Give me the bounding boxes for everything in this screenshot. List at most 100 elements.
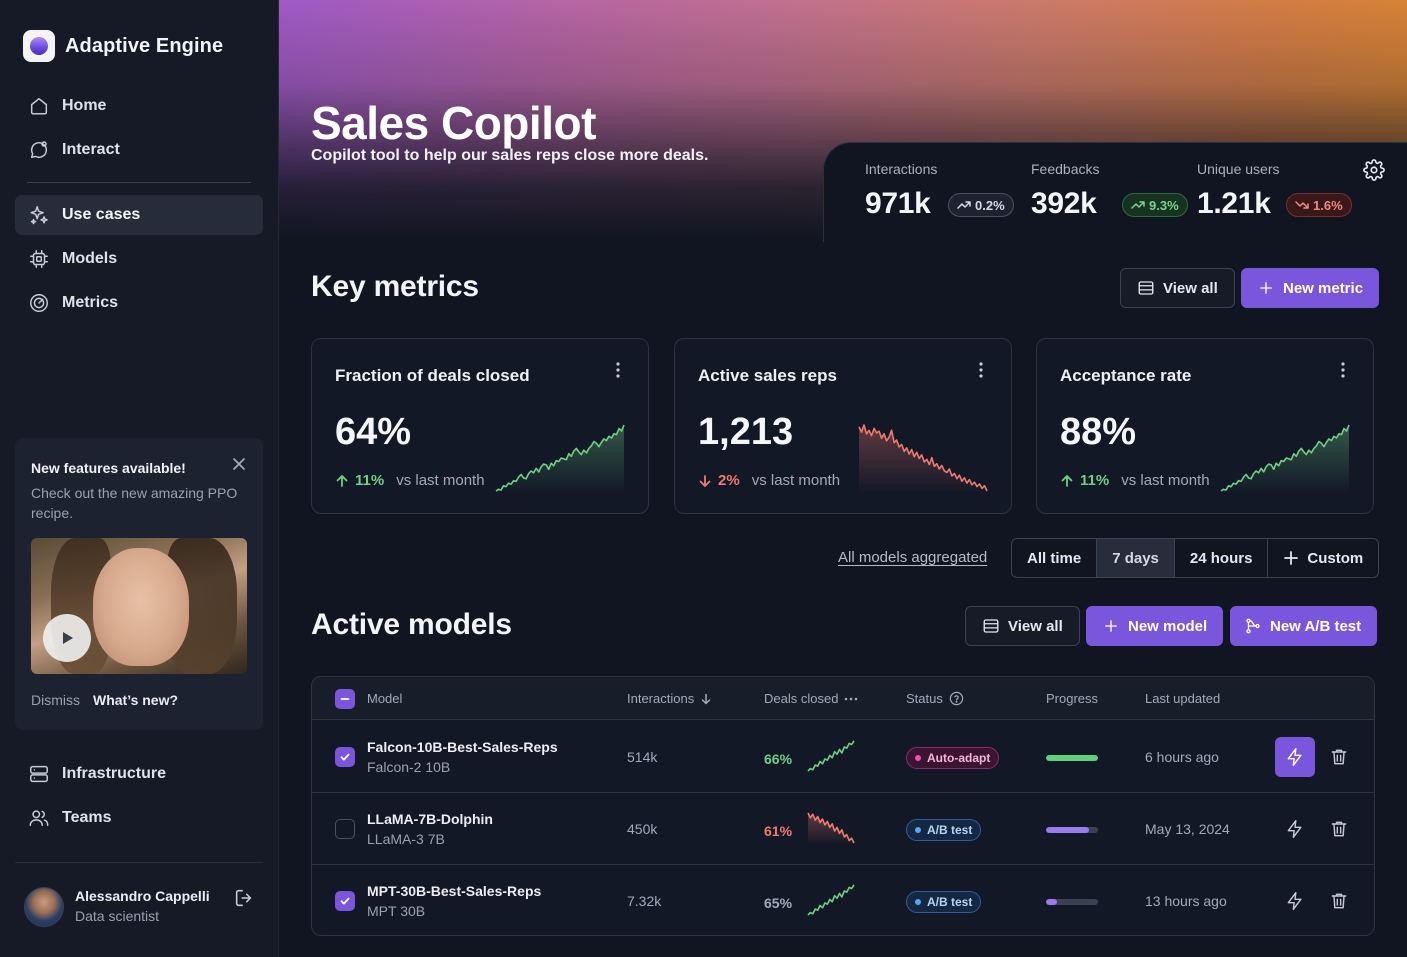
adapt-button[interactable]	[1275, 881, 1315, 921]
model-deals-closed: 61%	[764, 823, 793, 839]
sidebar-item-models[interactable]: Models	[15, 239, 263, 279]
sparkline-line	[807, 740, 855, 772]
metric-card[interactable]: Acceptance rate 88% 11% vs last month	[1036, 338, 1374, 514]
model-name[interactable]: Falcon-10B-Best-Sales-Reps	[367, 739, 558, 755]
delete-button[interactable]	[1329, 819, 1349, 839]
column-deals-closed[interactable]: Deals closed	[764, 691, 858, 706]
arrow-up-icon	[336, 474, 348, 487]
table-row[interactable]: LLaMA-7B-Dolphin LLaMA-3 7B 450k 61% A/B…	[312, 793, 1374, 865]
table-row[interactable]: MPT-30B-Best-Sales-Reps MPT 30B 7.32k 65…	[312, 865, 1374, 935]
cpu-chip-icon	[30, 250, 48, 268]
sparkline-line	[495, 424, 625, 492]
plus-icon	[1105, 620, 1117, 632]
new-model-button[interactable]: New model	[1086, 606, 1224, 646]
page-title: Sales Copilot	[311, 97, 596, 149]
adapt-button[interactable]	[1275, 737, 1315, 777]
trend-up-icon	[957, 201, 971, 209]
select-all-checkbox[interactable]	[335, 689, 355, 709]
stat-interactions-label: Interactions	[865, 161, 938, 177]
metric-card-title: Fraction of deals closed	[335, 366, 530, 385]
lightning-icon	[1287, 819, 1302, 839]
range-7-days[interactable]: 7 days	[1097, 539, 1175, 577]
trend-down-icon	[1295, 201, 1309, 209]
more-horizontal-icon[interactable]	[844, 696, 858, 702]
model-base: LLaMA-3 7B	[367, 831, 445, 847]
metric-card-delta: 2% vs last month	[698, 472, 840, 489]
close-icon[interactable]	[231, 456, 247, 472]
progress-bar	[1046, 827, 1098, 833]
view-all-models-button[interactable]: View all	[965, 606, 1080, 646]
help-circle-icon[interactable]	[949, 691, 964, 706]
play-icon	[63, 632, 73, 644]
progress-bar	[1046, 899, 1098, 905]
metric-card-value: 64%	[335, 411, 412, 453]
table-row[interactable]: Falcon-10B-Best-Sales-Reps Falcon-2 10B …	[312, 721, 1374, 793]
metric-card[interactable]: Active sales reps 1,213 2% vs last month	[674, 338, 1012, 514]
user-name: Alessandro Cappelli	[75, 888, 210, 904]
announcement-title: New features available!	[31, 460, 186, 476]
column-progress[interactable]: Progress	[1046, 691, 1099, 706]
status-badge: A/B test	[906, 819, 982, 841]
column-interactions[interactable]: Interactions	[627, 691, 712, 706]
user-role: Data scientist	[75, 908, 160, 924]
sparkline-area	[808, 813, 854, 845]
sidebar-item-teams[interactable]: Teams	[15, 798, 263, 838]
avatar	[24, 887, 64, 927]
sidebar-item-use-cases[interactable]: Use cases	[15, 195, 263, 235]
adapt-button[interactable]	[1275, 809, 1315, 849]
delete-button[interactable]	[1329, 747, 1349, 767]
model-name[interactable]: LLaMA-7B-Dolphin	[367, 811, 493, 827]
delete-button[interactable]	[1329, 891, 1349, 911]
whats-new-link[interactable]: What’s new?	[93, 692, 179, 708]
stat-feedbacks-label: Feedbacks	[1031, 161, 1100, 177]
trash-icon	[1331, 893, 1347, 909]
table-header: Model Interactions Deals closed Status P…	[312, 677, 1374, 720]
video-thumbnail[interactable]	[31, 538, 247, 674]
metric-card-title: Active sales reps	[698, 366, 837, 385]
more-vertical-icon[interactable]	[973, 361, 989, 379]
metric-card[interactable]: Fraction of deals closed 64% 11% vs last…	[311, 338, 649, 514]
deals-sparkline	[807, 884, 855, 916]
sidebar-item-label: Models	[62, 250, 118, 267]
row-checkbox[interactable]	[335, 819, 355, 839]
row-checkbox[interactable]	[335, 747, 355, 767]
model-name[interactable]: MPT-30B-Best-Sales-Reps	[367, 883, 542, 899]
new-ab-test-button[interactable]: New A/B test	[1230, 606, 1378, 646]
range-custom[interactable]: Custom	[1268, 539, 1378, 577]
more-vertical-icon[interactable]	[610, 361, 626, 379]
status-badge: Auto-adapt	[906, 747, 1000, 769]
more-vertical-icon[interactable]	[1335, 361, 1351, 379]
stat-unique-users-delta: 1.6%	[1286, 193, 1352, 217]
model-deals-closed: 66%	[764, 751, 793, 767]
row-checkbox[interactable]	[335, 891, 355, 911]
metric-card-title: Acceptance rate	[1060, 366, 1192, 385]
new-metric-button[interactable]: New metric	[1241, 268, 1380, 308]
column-model[interactable]: Model	[367, 691, 403, 706]
column-last-updated[interactable]: Last updated	[1145, 691, 1221, 706]
sidebar: Adaptive Engine Home Interact Use cases …	[0, 0, 279, 957]
metric-card-delta: 11% vs last month	[1060, 472, 1210, 489]
sidebar-item-home[interactable]: Home	[15, 86, 263, 126]
logout-icon[interactable]	[233, 887, 255, 909]
user-profile[interactable]: Alessandro Cappelli Data scientist	[15, 862, 263, 957]
play-button[interactable]	[43, 614, 91, 662]
column-status[interactable]: Status	[906, 691, 964, 706]
range-24-hours[interactable]: 24 hours	[1175, 539, 1269, 577]
dismiss-button[interactable]: Dismiss	[31, 692, 80, 708]
brand[interactable]: Adaptive Engine	[23, 30, 223, 62]
range-all-time[interactable]: All time	[1012, 539, 1098, 577]
sidebar-item-label: Use cases	[62, 206, 141, 223]
metric-card-delta: 11% vs last month	[335, 472, 485, 489]
feature-announcement: New features available! Check out the ne…	[15, 438, 263, 730]
all-models-aggregated-link[interactable]: All models aggregated	[838, 549, 988, 566]
sidebar-item-metrics[interactable]: Metrics	[15, 283, 263, 323]
active-models-table: Model Interactions Deals closed Status P…	[311, 676, 1375, 936]
sidebar-item-infrastructure[interactable]: Infrastructure	[15, 754, 263, 794]
stat-feedbacks-delta: 9.3%	[1122, 193, 1188, 217]
view-all-metrics-button[interactable]: View all	[1120, 268, 1235, 308]
sidebar-item-interact[interactable]: Interact	[15, 130, 263, 170]
gear-icon[interactable]	[1363, 159, 1385, 181]
usage-stats: Interactions 971k 0.2% Feedbacks 392k 9.…	[823, 142, 1407, 242]
stat-interactions-delta: 0.2%	[948, 193, 1014, 217]
